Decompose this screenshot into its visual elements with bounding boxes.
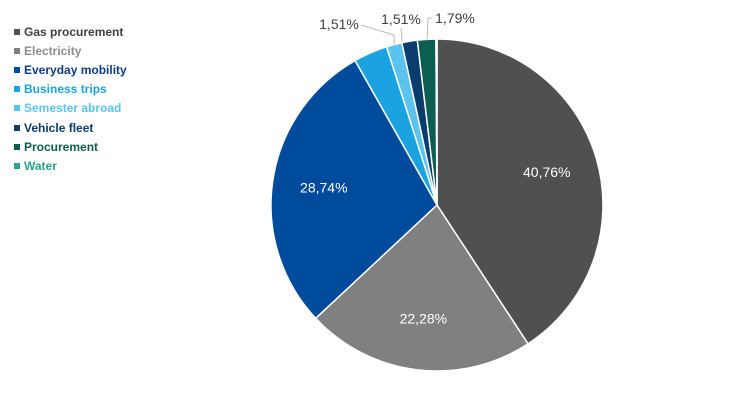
legend-swatch bbox=[14, 162, 20, 169]
pie-slice bbox=[435, 38, 438, 206]
legend-label: Procurement bbox=[24, 139, 99, 154]
legend-label: Gas procurement bbox=[24, 24, 124, 39]
legend-swatch bbox=[14, 47, 20, 54]
slice-label: 1,51% bbox=[381, 11, 421, 27]
leader-line bbox=[360, 24, 395, 45]
legend-item: Everyday mobility bbox=[14, 60, 127, 79]
leader-line bbox=[400, 27, 403, 42]
legend-swatch bbox=[14, 66, 20, 73]
legend-item: Vehicle fleet bbox=[14, 118, 127, 137]
slice-label: 22,28% bbox=[400, 311, 447, 327]
pie-slice bbox=[314, 203, 530, 372]
legend-item: Business trips bbox=[14, 80, 127, 99]
legend-label: Vehicle fleet bbox=[24, 120, 94, 135]
legend-label: Semester abroad bbox=[24, 101, 122, 116]
legend-swatch bbox=[14, 86, 20, 93]
legend-swatch bbox=[14, 105, 20, 112]
legend-item: Semester abroad bbox=[14, 99, 127, 118]
leader-line bbox=[426, 17, 432, 40]
slice-label: 40,76% bbox=[523, 164, 570, 180]
legend-label: Water bbox=[24, 158, 57, 173]
legend-swatch bbox=[14, 28, 20, 35]
legend-item: Water bbox=[14, 156, 127, 175]
legend-item: Gas procurement bbox=[14, 22, 127, 41]
legend-label: Electricity bbox=[24, 43, 82, 58]
slice-label: 1,79% bbox=[435, 10, 475, 26]
slice-label: 1,51% bbox=[319, 16, 359, 32]
legend-swatch bbox=[14, 124, 20, 131]
slice-label: 28,74% bbox=[300, 180, 347, 196]
pie-slice bbox=[270, 59, 438, 320]
chart-legend: Gas procurement Electricity Everyday mobil… bbox=[14, 22, 127, 176]
legend-item: Procurement bbox=[14, 137, 127, 156]
legend-label: Everyday mobility bbox=[24, 62, 127, 77]
legend-swatch bbox=[14, 143, 20, 150]
legend-label: Business trips bbox=[24, 82, 107, 97]
legend-item: Electricity bbox=[14, 41, 127, 60]
